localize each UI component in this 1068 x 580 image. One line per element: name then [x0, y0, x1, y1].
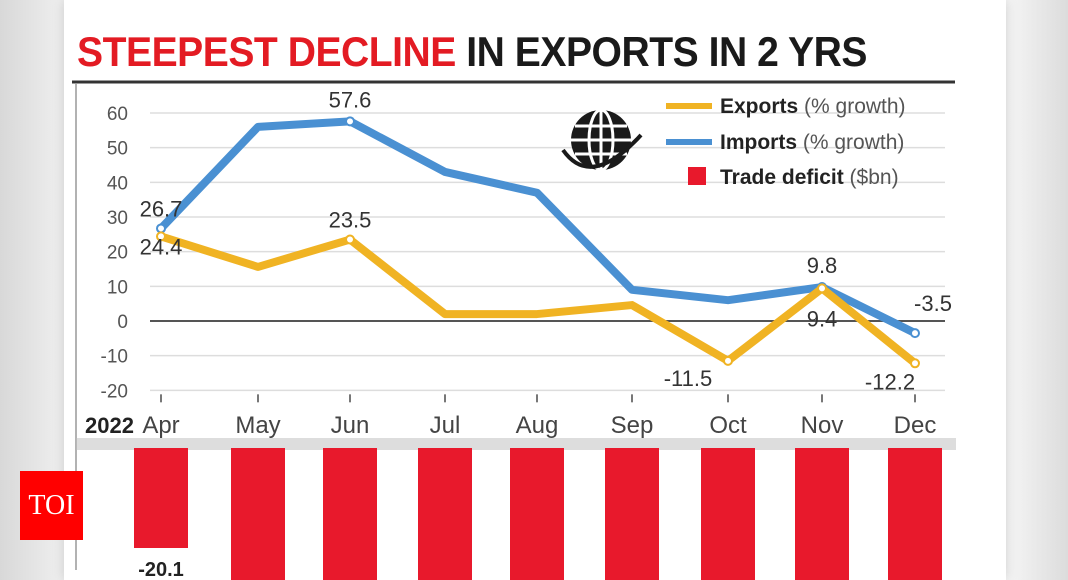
- trade-deficit-bar: [701, 448, 755, 580]
- trade-deficit-bar: [418, 448, 472, 580]
- trade-deficit-bar: [795, 448, 849, 580]
- title-black: IN EXPORTS IN 2 YRS: [466, 28, 867, 75]
- year-label: 2022: [85, 413, 134, 438]
- bar-label: -20.1: [138, 559, 184, 580]
- x-tick-label: Oct: [709, 412, 747, 439]
- data-point: [723, 355, 733, 366]
- data-point: [817, 283, 827, 294]
- y-tick-label: 40: [107, 173, 128, 194]
- trade-deficit-bar: [323, 448, 377, 580]
- data-label: 9.8: [807, 253, 838, 278]
- data-label: 23.5: [329, 208, 372, 233]
- data-label: -12.2: [865, 369, 915, 394]
- y-tick-label: -20: [101, 381, 128, 402]
- legend: Exports (% growth) Imports (% growth) Tr…: [666, 95, 906, 189]
- data-label: 57.6: [329, 87, 372, 112]
- data-point: [156, 223, 166, 234]
- exports-line: [159, 232, 918, 367]
- data-label: 26.7: [140, 196, 183, 221]
- data-point: [910, 328, 920, 339]
- y-tick-label: 30: [107, 208, 128, 229]
- legend-exports-label: Exports (% growth): [720, 95, 906, 118]
- y-tick-label: 50: [107, 139, 128, 160]
- y-tick-label: 10: [107, 277, 128, 298]
- x-tick-label: Apr: [142, 412, 179, 439]
- trade-deficit-bar: [605, 448, 659, 580]
- legend-deficit-swatch: [688, 167, 706, 185]
- y-tick-label: 0: [117, 312, 128, 333]
- data-point: [156, 231, 166, 242]
- trade-deficit-bar: [510, 448, 564, 580]
- chart-title: STEEPEST DECLINE IN EXPORTS IN 2 YRS: [77, 28, 867, 76]
- data-point: [345, 234, 355, 245]
- imports-line: [158, 117, 917, 337]
- legend-imports-label: Imports (% growth): [720, 131, 904, 154]
- legend-deficit-label: Trade deficit ($bn): [720, 166, 899, 189]
- toi-logo: TOI: [20, 471, 83, 540]
- data-label: -3.5: [914, 291, 952, 316]
- x-tick-label: Nov: [801, 412, 844, 439]
- trade-deficit-bar: [231, 448, 285, 580]
- data-label: -11.5: [664, 366, 713, 391]
- y-tick-label: 20: [107, 243, 128, 264]
- y-tick-label: 60: [107, 104, 128, 125]
- separator-band: [76, 438, 956, 450]
- x-tick-label: Jul: [430, 412, 461, 439]
- x-tick-label: Jun: [331, 412, 370, 439]
- data-label: 9.4: [807, 306, 838, 331]
- trade-deficit-bar: [888, 448, 942, 580]
- data-label: 24.4: [140, 234, 183, 259]
- x-tick-label: May: [235, 412, 280, 439]
- x-tick-label: Dec: [894, 412, 937, 439]
- data-point: [345, 116, 355, 127]
- trade-deficit-bar: [134, 448, 188, 548]
- x-tick-label: Sep: [611, 412, 654, 439]
- globe-icon: [561, 108, 643, 172]
- y-tick-label: -10: [101, 347, 128, 368]
- title-red: STEEPEST DECLINE: [77, 28, 456, 75]
- data-point: [910, 358, 920, 369]
- x-tick-label: Aug: [516, 412, 559, 439]
